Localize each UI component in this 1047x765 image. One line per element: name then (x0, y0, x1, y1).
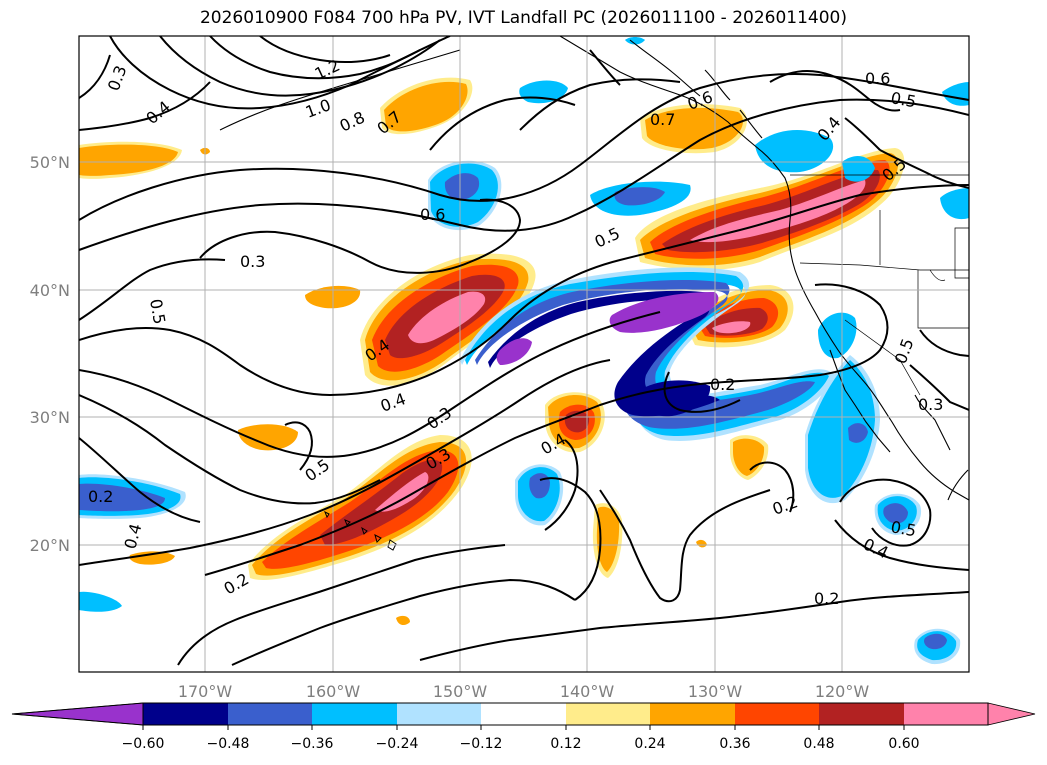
colorbar-extend-high (987, 702, 1036, 726)
colorbar-bin (481, 703, 566, 725)
lat-tick-label: 40°N (30, 281, 70, 300)
lon-tick-labels: 170°W 160°W 150°W 140°W 130°W 120°W (178, 682, 870, 701)
colorbar-bin (904, 703, 988, 725)
colorbar: −0.60 −0.48 −0.36 −0.24 −0.12 0.12 0.24 … (11, 702, 1036, 752)
colorbar-label: −0.12 (460, 736, 503, 752)
colorbar-bin (143, 703, 228, 725)
lon-tick-label: 140°W (560, 682, 615, 701)
positive-anomaly-central (305, 253, 536, 386)
colorbar-bin (228, 703, 312, 725)
lat-tick-label: 50°N (30, 153, 70, 172)
lon-tick-label: 130°W (688, 682, 743, 701)
colorbar-bin (312, 703, 397, 725)
colorbar-bin (397, 703, 481, 725)
gridlines (79, 36, 969, 672)
colorbar-bin (735, 703, 819, 725)
colorbar-label: 0.48 (803, 736, 834, 752)
map-title: 2026010900 F084 700 hPa PV, IVT Landfall… (199, 8, 847, 28)
plot-border (78, 35, 970, 673)
colorbar-label: −0.24 (376, 736, 419, 752)
contour-label: 0.7 (650, 110, 675, 129)
lon-tick-label: 160°W (306, 682, 361, 701)
lon-tick-label: 150°W (433, 682, 488, 701)
pv-contours (79, 36, 969, 666)
colorbar-label: −0.48 (207, 736, 250, 752)
contour-label: 0.6 (865, 69, 890, 88)
contour-label: 0.2 (814, 589, 839, 608)
colorbar-label: 0.60 (888, 736, 919, 752)
colorbar-label: 0.12 (550, 736, 581, 752)
hawaii-islands (324, 510, 397, 551)
lon-tick-label: 170°W (178, 682, 233, 701)
colorbar-extend-low (11, 702, 144, 726)
colorbar-label: 0.24 (634, 736, 665, 752)
colorbar-bin (566, 703, 650, 725)
positive-anomaly-small (79, 77, 794, 626)
colorbar-bin (819, 703, 904, 725)
lat-tick-label: 30°N (30, 408, 70, 427)
contour-label: 0.5 (146, 297, 169, 325)
contour-label: 0.5 (889, 517, 917, 540)
lat-tick-label: 20°N (30, 536, 70, 555)
colorbar-bin (650, 703, 735, 725)
lon-tick-label: 120°W (815, 682, 870, 701)
contour-label: 0.6 (420, 205, 445, 224)
contour-label: 0.3 (918, 395, 943, 414)
colorbar-label: −0.60 (122, 736, 165, 752)
contour-label: 0.5 (889, 88, 917, 111)
contour-label: 0.3 (240, 252, 265, 271)
colorbar-label: 0.36 (719, 736, 750, 752)
lat-tick-labels: 50°N 40°N 30°N 20°N (30, 153, 70, 555)
contour-label: 0.2 (710, 375, 735, 394)
contour-label: 0.2 (88, 487, 113, 506)
borders (790, 174, 969, 396)
colorbar-label: −0.36 (291, 736, 334, 752)
